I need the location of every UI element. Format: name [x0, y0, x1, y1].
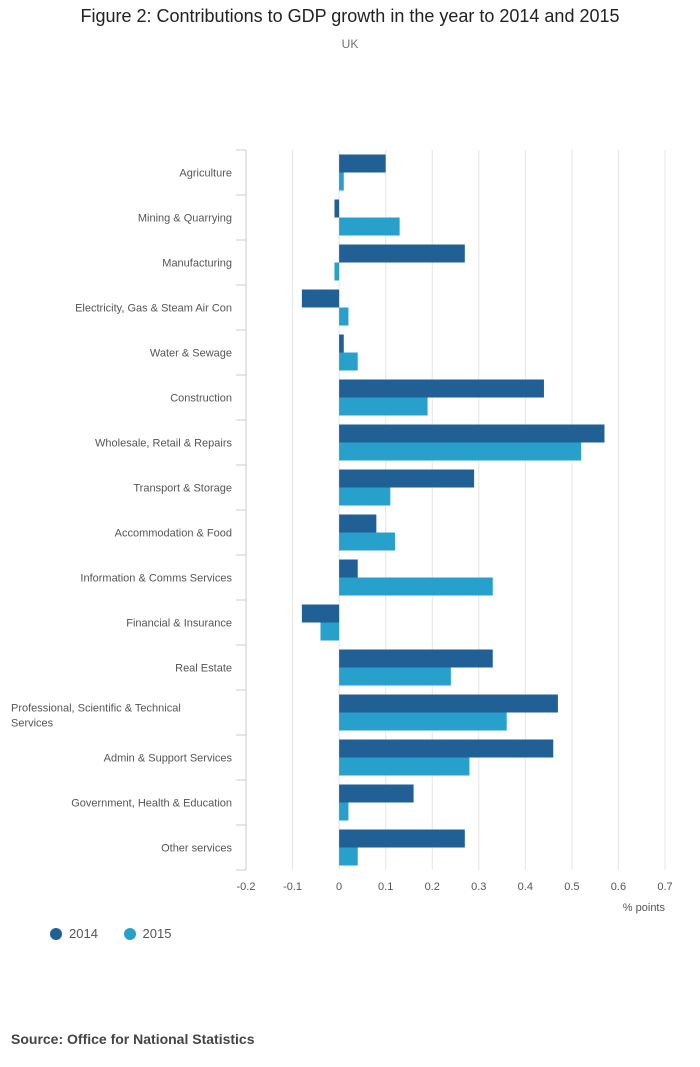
bar-2015-5 [339, 397, 428, 416]
bar-2015-13 [339, 757, 470, 776]
bar-2014-10 [301, 604, 340, 623]
x-tick-label-3: 0.1 [378, 881, 393, 893]
category-label-14: Government, Health & Education [71, 798, 232, 810]
bar-2015-9 [339, 577, 493, 596]
category-label-9: Information & Comms Services [80, 573, 232, 585]
bar-2014-6 [339, 424, 605, 443]
category-label-15: Other services [161, 843, 232, 855]
bar-2014-13 [339, 739, 554, 758]
category-label-7: Transport & Storage [133, 483, 232, 495]
category-label-1: Mining & Quarrying [138, 213, 232, 225]
category-label-6: Wholesale, Retail & Repairs [95, 438, 232, 450]
bar-2015-15 [339, 847, 358, 866]
bar-2014-15 [339, 829, 465, 848]
bar-2014-12 [339, 694, 558, 713]
bar-2014-3 [301, 289, 340, 308]
bar-2015-1 [339, 217, 400, 236]
bar-2014-2 [339, 244, 465, 263]
x-tick-label-1: -0.1 [283, 881, 302, 893]
chart-title: Figure 2: Contributions to GDP growth in… [80, 6, 620, 26]
chart-subtitle: UK [341, 37, 359, 51]
category-label-5: Construction [170, 393, 232, 405]
bar-2014-0 [339, 154, 386, 173]
legend-item-2014[interactable]: 2014 [50, 926, 98, 941]
x-tick-label-8: 0.6 [611, 881, 626, 893]
bar-2015-7 [339, 487, 391, 506]
bar-2014-14 [339, 784, 414, 803]
legend-item-2015[interactable]: 2015 [123, 926, 172, 941]
category-label-0: Agriculture [179, 168, 232, 180]
bar-2015-10 [320, 622, 340, 641]
source-note: Source: Office for National Statistics [11, 1031, 255, 1047]
bar-2014-8 [339, 514, 377, 533]
bar-2015-14 [339, 802, 349, 821]
bar-2014-5 [339, 379, 544, 398]
category-label-4: Water & Sewage [150, 348, 232, 360]
bar-2014-7 [339, 469, 475, 488]
bar-chart: Agriculture Mining & Quarrying Manufacturi… [11, 149, 673, 914]
bar-2014-1 [334, 199, 340, 218]
bar-2014-11 [339, 649, 493, 668]
bar-2015-4 [339, 352, 358, 371]
bar-2015-8 [339, 532, 395, 551]
bar-2015-3 [339, 307, 349, 326]
bar-2015-11 [339, 667, 451, 686]
x-tick-label-5: 0.3 [471, 881, 486, 893]
category-label-2: Manufacturing [162, 258, 232, 270]
x-tick-label-0: -0.2 [237, 881, 256, 893]
bar-2015-6 [339, 442, 582, 461]
x-tick-label-2: 0 [336, 881, 342, 893]
category-label-11: Real Estate [175, 663, 232, 675]
bar-2015-0 [339, 172, 344, 191]
legend-swatch-2014 [50, 927, 62, 940]
legend-label-2014: 2014 [69, 926, 98, 941]
x-tick-label-7: 0.5 [564, 881, 579, 893]
legend-swatch-2015 [123, 927, 136, 940]
x-tick-label-6: 0.4 [518, 881, 533, 893]
x-tick-label-9: 0.7 [657, 881, 672, 893]
bar-2015-12 [339, 712, 507, 731]
category-label-12: Professional, Scientific & Technical Serv… [11, 703, 181, 730]
x-axis-label: % points [623, 902, 666, 914]
legend-label-2015: 2015 [142, 926, 172, 941]
category-label-8: Accommodation & Food [115, 528, 232, 540]
category-label-13: Admin & Support Services [104, 753, 233, 765]
category-label-3: Electricity, Gas & Steam Air Con [75, 303, 232, 315]
bar-2014-4 [339, 334, 344, 353]
category-label-10: Financial & Insurance [126, 618, 232, 630]
x-tick-label-4: 0.2 [425, 881, 440, 893]
bar-2015-2 [334, 262, 340, 281]
bar-2014-9 [339, 559, 358, 578]
legend: 2014 2015 [50, 926, 193, 943]
